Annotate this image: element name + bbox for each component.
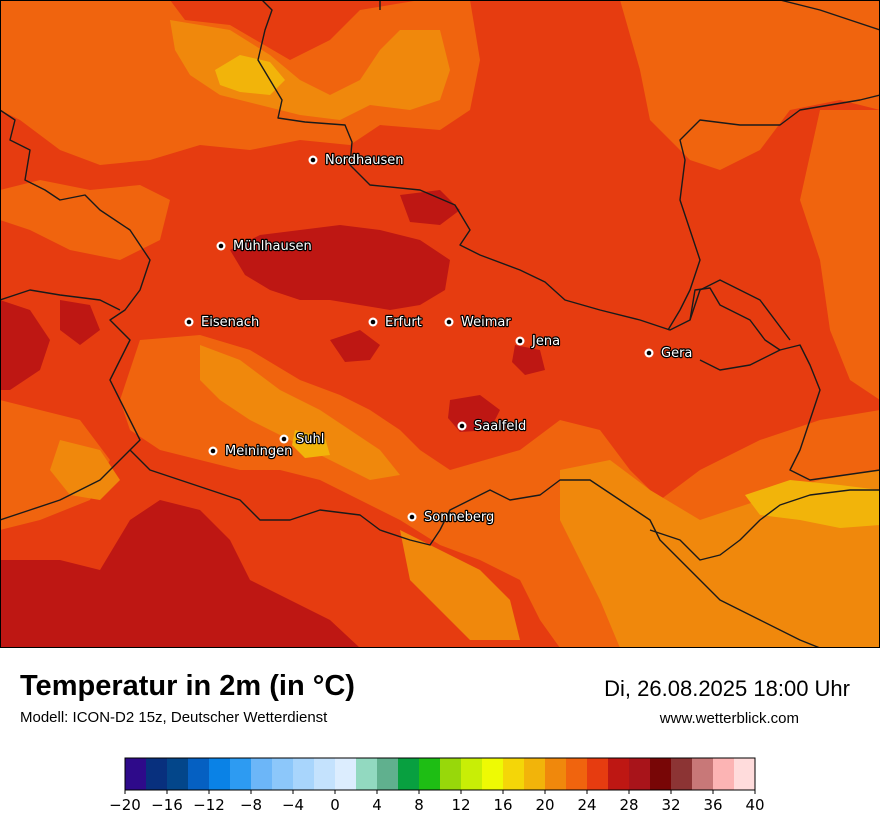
city-sonneberg: Sonneberg <box>407 509 496 526</box>
legend-tick-label: 0 <box>330 796 340 814</box>
city-eisenach: Eisenach <box>184 314 260 331</box>
legend-swatch <box>671 758 693 790</box>
city-dot-center <box>186 319 192 325</box>
city-dot-center <box>370 319 376 325</box>
city-label: Mühlhausen <box>233 239 312 254</box>
city-weimar: Weimar <box>444 314 513 331</box>
legend-swatch <box>356 758 378 790</box>
legend-tick-label: −8 <box>240 796 262 814</box>
admin-borders <box>0 0 880 648</box>
legend-tick-label: 12 <box>451 796 470 814</box>
legend-swatches <box>124 757 756 791</box>
temp-zones-18-20 <box>215 55 880 528</box>
city-label: Suhl <box>296 432 324 447</box>
legend-frame <box>124 757 756 791</box>
legend-swatch <box>167 758 189 790</box>
city-dot-center <box>210 448 216 454</box>
legend-swatch <box>209 758 231 790</box>
city-markers: Nordhausen Mühlhausen Eisenach Erfurt Weimar… <box>184 152 694 526</box>
website-link[interactable]: www.wetterblick.com <box>659 710 799 727</box>
legend-tick-label: −16 <box>151 796 183 814</box>
legend-swatch <box>713 758 735 790</box>
legend-tick-label: 16 <box>493 796 512 814</box>
legend-swatch <box>146 758 168 790</box>
legend-swatch <box>650 758 672 790</box>
legend-swatch <box>629 758 651 790</box>
temp-zones-20-22 <box>50 20 880 648</box>
legend-tick-label: −4 <box>282 796 304 814</box>
legend-swatch <box>377 758 399 790</box>
city-label: Jena <box>531 334 560 349</box>
legend-swatch <box>734 758 756 790</box>
city-label: Sonneberg <box>424 510 494 525</box>
city-dot-center <box>446 319 452 325</box>
temperature-map: Nordhausen Mühlhausen Eisenach Erfurt Weimar… <box>0 0 880 648</box>
city-dot-center <box>459 423 465 429</box>
color-legend: −20 −16 −12 −8 −4 0 4 8 12 16 20 24 28 32 36 40 <box>109 757 765 814</box>
city-gera: Gera <box>644 345 694 362</box>
city-dot-center <box>517 338 523 344</box>
legend-tick-label: −20 <box>109 796 141 814</box>
city-label: Nordhausen <box>325 153 404 168</box>
legend-swatch <box>482 758 504 790</box>
legend-swatch <box>608 758 630 790</box>
city-label: Meiningen <box>225 444 292 459</box>
city-label: Weimar <box>461 315 511 330</box>
legend-tick-label: 40 <box>745 796 764 814</box>
legend-swatch <box>692 758 714 790</box>
legend-swatch <box>230 758 252 790</box>
city-jena: Jena <box>515 333 561 350</box>
legend-swatch <box>419 758 441 790</box>
city-dot-center <box>281 436 287 442</box>
legend-swatch <box>461 758 483 790</box>
legend-tick-label: 4 <box>372 796 382 814</box>
legend-swatch <box>335 758 357 790</box>
legend-tick-label: −12 <box>193 796 225 814</box>
city-dot-center <box>646 350 652 356</box>
legend-tick-label: 32 <box>661 796 680 814</box>
legend-swatch <box>440 758 462 790</box>
legend-swatch <box>587 758 609 790</box>
legend-tick-label: 28 <box>619 796 638 814</box>
city-saalfeld: Saalfeld <box>457 418 527 435</box>
legend-swatch <box>503 758 525 790</box>
forecast-datetime: Di, 26.08.2025 18:00 Uhr <box>604 676 850 701</box>
legend-swatch <box>566 758 588 790</box>
legend-swatch <box>524 758 546 790</box>
map-title: Temperatur in 2m (in °C) <box>20 670 355 702</box>
city-dot-center <box>218 243 224 249</box>
legend-swatch <box>314 758 336 790</box>
legend-swatch <box>398 758 420 790</box>
legend-swatch <box>251 758 273 790</box>
legend-swatch <box>272 758 294 790</box>
legend-ticks: −20 −16 −12 −8 −4 0 4 8 12 16 20 24 28 32 36 40 <box>109 790 765 814</box>
city-dot-center <box>310 157 316 163</box>
city-label: Saalfeld <box>474 419 526 434</box>
legend-swatch <box>125 758 147 790</box>
legend-tick-label: 24 <box>577 796 596 814</box>
temp-zones-26-28 <box>0 190 545 648</box>
city-label: Gera <box>661 346 692 361</box>
model-info: Modell: ICON-D2 15z, Deutscher Wetterdie… <box>20 709 328 726</box>
city-dot-center <box>409 514 415 520</box>
legend-tick-label: 20 <box>535 796 554 814</box>
city-suhl: Suhl <box>279 431 326 448</box>
legend-tick-label: 36 <box>703 796 722 814</box>
city-m-hlhausen: Mühlhausen <box>216 238 313 255</box>
city-meiningen: Meiningen <box>208 443 294 460</box>
city-nordhausen: Nordhausen <box>308 152 405 169</box>
city-label: Eisenach <box>201 315 259 330</box>
legend-swatch <box>293 758 315 790</box>
city-erfurt: Erfurt <box>368 314 423 331</box>
legend-tick-label: 8 <box>414 796 424 814</box>
legend-swatch <box>545 758 567 790</box>
city-label: Erfurt <box>385 315 422 330</box>
legend-swatch <box>188 758 210 790</box>
